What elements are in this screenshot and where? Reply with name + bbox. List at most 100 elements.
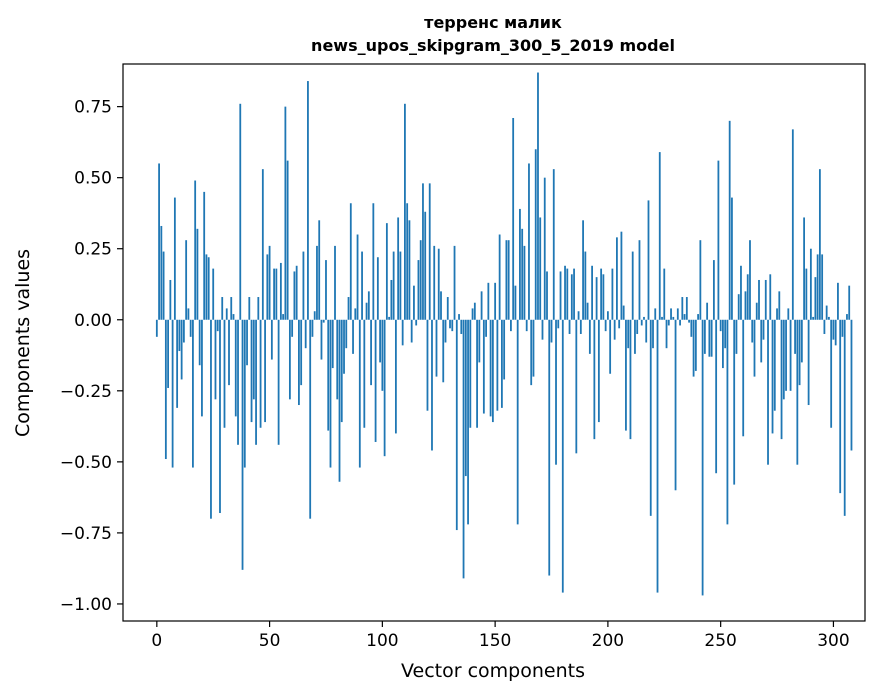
x-tick-label: 150 xyxy=(479,631,511,651)
x-tick-label: 0 xyxy=(151,631,162,651)
bar xyxy=(712,260,715,320)
bar xyxy=(394,319,397,434)
bar xyxy=(406,203,409,320)
bar xyxy=(530,319,533,386)
bar xyxy=(597,319,600,423)
bar xyxy=(203,191,206,320)
bar xyxy=(216,319,219,332)
bar xyxy=(758,279,760,320)
bar xyxy=(846,314,848,320)
bar xyxy=(381,319,384,391)
bar xyxy=(701,319,704,596)
bar xyxy=(246,319,248,366)
bar xyxy=(277,319,280,445)
bar xyxy=(329,319,332,468)
bar xyxy=(302,251,305,320)
bar xyxy=(546,271,548,320)
bar xyxy=(485,319,487,337)
bar xyxy=(187,308,190,320)
bar xyxy=(661,316,663,320)
bar xyxy=(728,120,731,320)
x-tick-label: 250 xyxy=(704,631,736,651)
bar xyxy=(379,319,381,363)
bar xyxy=(442,319,445,383)
x-tick-label: 300 xyxy=(817,631,849,651)
bar xyxy=(566,268,569,320)
bar xyxy=(178,319,181,352)
bar xyxy=(719,319,722,332)
bar xyxy=(372,203,375,320)
bar xyxy=(171,319,174,468)
bar xyxy=(807,319,810,406)
bar xyxy=(270,319,273,360)
bar xyxy=(570,274,573,320)
bar xyxy=(510,319,512,332)
bar xyxy=(214,319,217,400)
bar xyxy=(555,319,557,465)
bar xyxy=(349,203,352,320)
bar xyxy=(688,319,690,323)
bar xyxy=(198,319,201,366)
bar xyxy=(352,319,354,354)
bar xyxy=(749,240,751,320)
bar xyxy=(293,271,296,320)
bar xyxy=(192,319,194,468)
bar xyxy=(751,319,754,343)
y-tick-label: 0.50 xyxy=(74,169,112,189)
bar xyxy=(505,240,508,320)
bar xyxy=(223,319,226,428)
bar xyxy=(559,271,562,320)
bar xyxy=(410,319,413,343)
bar xyxy=(514,285,517,320)
y-tick-label: 0.00 xyxy=(74,311,112,331)
bar xyxy=(722,319,724,369)
bar xyxy=(162,251,165,320)
bar xyxy=(422,183,424,320)
bar xyxy=(361,251,363,320)
bar xyxy=(830,319,833,428)
bar xyxy=(331,319,334,369)
bar xyxy=(383,319,386,457)
bar xyxy=(164,319,167,460)
bar xyxy=(812,316,815,320)
bar xyxy=(588,319,591,354)
bar xyxy=(735,319,738,354)
bar xyxy=(643,316,645,320)
bar xyxy=(444,319,447,343)
bar xyxy=(611,268,614,320)
bar xyxy=(771,319,774,434)
bar xyxy=(717,160,720,320)
bar xyxy=(769,274,772,320)
bar xyxy=(618,319,621,329)
y-axis-label: Components values xyxy=(12,249,34,437)
bar xyxy=(663,268,666,320)
bar xyxy=(201,319,203,417)
bar xyxy=(649,319,652,516)
bar xyxy=(185,240,188,320)
bar xyxy=(782,319,785,400)
x-tick-label: 50 xyxy=(259,631,281,651)
bar xyxy=(841,319,844,337)
bar xyxy=(266,254,269,320)
bar xyxy=(733,319,736,485)
bar xyxy=(298,319,300,406)
bar xyxy=(600,268,603,320)
bar xyxy=(791,129,794,320)
bar xyxy=(431,319,433,451)
bar xyxy=(275,268,278,320)
bar xyxy=(397,217,400,320)
bar xyxy=(273,268,275,320)
bar xyxy=(358,319,361,468)
bar xyxy=(595,277,598,320)
bar xyxy=(279,262,282,320)
bar xyxy=(205,254,208,320)
bar xyxy=(338,319,341,482)
x-tick-label: 200 xyxy=(592,631,624,651)
bar xyxy=(255,319,257,445)
bar xyxy=(805,268,808,320)
bar xyxy=(798,319,801,386)
bar xyxy=(602,274,605,320)
bar xyxy=(773,319,776,411)
bar xyxy=(189,319,192,337)
bar xyxy=(622,305,625,320)
